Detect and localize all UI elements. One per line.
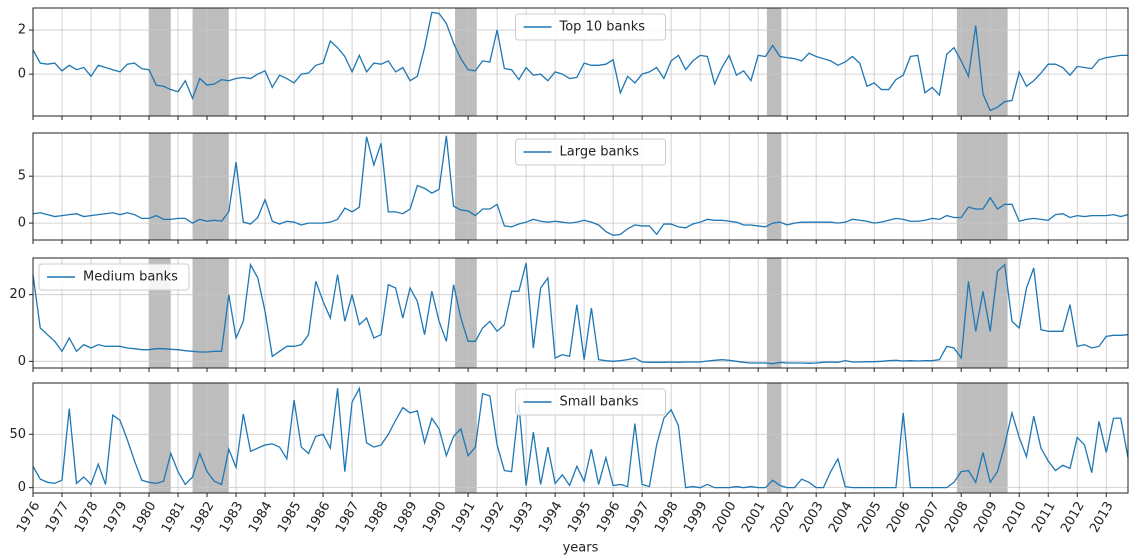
x-tick-label: 1979 — [101, 499, 131, 535]
panel: 0 20 Medium banks — [9, 257, 1129, 372]
legend: Medium banks — [38, 263, 190, 291]
series-line — [32, 262, 1129, 365]
y-tick-label: 0 — [18, 67, 26, 82]
x-tick-label: 2003 — [797, 499, 827, 535]
x-tick-label: 2010 — [1000, 499, 1030, 535]
x-tick-label: 2007 — [913, 499, 943, 535]
shaded-span — [149, 8, 171, 116]
x-tick-label: 2004 — [826, 499, 856, 535]
x-tick-label: 1990 — [420, 499, 450, 535]
legend-box — [515, 138, 666, 166]
x-tick-label: 1987 — [333, 499, 363, 535]
x-tick-label: 2005 — [855, 499, 885, 535]
plot-frame — [32, 257, 1129, 369]
shaded-span — [149, 383, 171, 493]
x-tick-label: 1978 — [72, 499, 102, 535]
shaded-span — [192, 258, 229, 368]
x-tick-label: 2012 — [1058, 499, 1088, 535]
legend-box — [515, 388, 666, 416]
x-tick-label: 1993 — [507, 499, 537, 535]
x-tick-label: 1984 — [246, 499, 276, 535]
shaded-span — [766, 8, 782, 116]
x-tick-label: 1980 — [130, 499, 160, 535]
x-tick-label: 1977 — [43, 499, 73, 535]
series-line — [32, 135, 1129, 236]
shaded-span — [455, 383, 477, 493]
plot-frame — [32, 132, 1129, 241]
x-tick-label: 1983 — [217, 499, 247, 535]
shaded-span — [192, 133, 229, 240]
series-line — [32, 386, 1129, 489]
x-tick-label: 1976 — [14, 499, 44, 535]
panel: 1976 1977 1978 1979 1980 1981 1982 1983 1984 1985… — [9, 382, 1129, 556]
x-tick-label: 1991 — [449, 499, 479, 535]
legend: Small banks — [515, 388, 666, 416]
shaded-span — [956, 133, 1008, 240]
shaded-span — [192, 383, 229, 493]
x-tick-label: 1995 — [565, 499, 595, 535]
x-tick-label: 1988 — [362, 499, 392, 535]
x-tick-label: 2009 — [971, 499, 1001, 535]
shaded-span — [455, 8, 477, 116]
legend-label: Large banks — [560, 145, 640, 160]
x-tick-label: 1982 — [188, 499, 218, 535]
shaded-span — [956, 258, 1008, 368]
panel: 0 5 Large banks — [18, 132, 1129, 244]
y-tick-label: 2 — [18, 23, 26, 38]
y-tick-label: 20 — [9, 287, 26, 302]
y-tick-label: 5 — [18, 169, 26, 184]
x-axis-label: years — [563, 541, 599, 556]
x-tick-label: 1981 — [159, 499, 189, 535]
legend: Top 10 banks — [515, 13, 666, 41]
shaded-span — [455, 133, 477, 240]
shaded-span — [149, 133, 171, 240]
legend-label: Top 10 banks — [559, 20, 646, 35]
shaded-span — [192, 8, 229, 116]
x-tick-label: 2011 — [1029, 499, 1059, 535]
y-tick-label: 0 — [18, 354, 26, 369]
plot-frame — [32, 382, 1129, 494]
shaded-span — [766, 258, 782, 368]
legend: Large banks — [515, 138, 666, 166]
x-tick-label: 2008 — [942, 499, 972, 535]
shaded-span — [956, 8, 1008, 116]
legend-label: Small banks — [560, 395, 639, 410]
x-tick-label: 2000 — [710, 499, 740, 535]
x-tick-label: 1996 — [594, 499, 624, 535]
x-tick-label: 2002 — [768, 499, 798, 535]
y-tick-label: 0 — [18, 216, 26, 231]
x-tick-label: 1998 — [652, 499, 682, 535]
shaded-span — [766, 383, 782, 493]
x-tick-label: 1986 — [304, 499, 334, 535]
x-tick-label: 1999 — [681, 499, 711, 535]
legend-box — [515, 13, 666, 41]
legend-box — [38, 263, 190, 291]
shaded-span — [455, 258, 477, 368]
x-tick-label: 1989 — [391, 499, 421, 535]
legend-label: Medium banks — [83, 270, 178, 285]
plot-frame — [32, 7, 1129, 117]
x-tick-label: 2001 — [739, 499, 769, 535]
y-tick-label: 0 — [18, 480, 26, 495]
x-tick-label: 1985 — [275, 499, 305, 535]
x-tick-label: 2013 — [1087, 499, 1117, 535]
shaded-span — [766, 133, 782, 240]
series-line — [32, 11, 1128, 112]
x-tick-label: 1992 — [478, 499, 508, 535]
y-tick-label: 50 — [9, 427, 26, 442]
x-tick-label: 1997 — [623, 499, 653, 535]
panel: 0 2 Top 10 banks — [18, 7, 1129, 120]
shaded-span — [956, 383, 1008, 493]
x-tick-label: 1994 — [536, 499, 566, 535]
x-tick-label: 2006 — [884, 499, 914, 535]
